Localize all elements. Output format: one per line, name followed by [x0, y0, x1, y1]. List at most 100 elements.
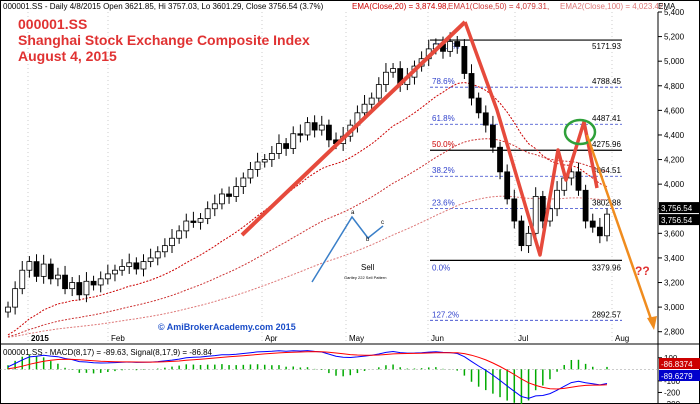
candle-body-53 [383, 71, 389, 85]
candle-body-36 [261, 159, 268, 163]
candle-body-31 [226, 193, 232, 197]
price-tick-label-1: 5,200 [664, 33, 685, 42]
x-label-3: May [349, 334, 364, 343]
candle-body-41 [297, 133, 304, 136]
pattern-label-a: a [351, 210, 355, 216]
candle-body-10 [76, 282, 83, 296]
macd-value-box-1 [659, 370, 700, 381]
candle-body-45 [325, 124, 332, 141]
candle-body-29 [211, 203, 218, 210]
ema50-label: EMA1(Close,50) = 4,079.31, [448, 2, 549, 11]
fib-label-2: 61.8% [432, 114, 455, 123]
candle-body-35 [254, 161, 261, 170]
candle-body-16 [119, 266, 125, 271]
pattern-label-c: c [381, 220, 384, 226]
fib-value-1: 4788.45 [592, 77, 621, 86]
fib-value-5: 3802.88 [592, 198, 621, 207]
candle-body-40 [290, 133, 297, 149]
pattern-label-b: b [366, 237, 370, 243]
x-label-4: Jun [431, 334, 444, 343]
candle-body-70 [504, 171, 511, 200]
candle-body-81 [582, 189, 589, 222]
last-close-box-1 [659, 214, 700, 226]
price-tick-label-9: 3,600 [664, 229, 685, 238]
candle-body-42 [304, 122, 311, 136]
x-label-5: Jul [518, 334, 528, 343]
candle-body-22 [161, 245, 168, 253]
candle-body-13 [97, 278, 104, 286]
candle-body-15 [112, 269, 118, 275]
price-tick-label-7: 4,000 [664, 180, 685, 189]
candle-body-11 [83, 280, 90, 296]
candle-body-51 [368, 97, 375, 105]
fib-value-4: 4064.51 [592, 166, 621, 175]
candle-body-14 [104, 273, 111, 280]
x-label-6: Aug [615, 334, 629, 343]
gartley-pattern-line [463, 21, 599, 257]
info-line: 000001.SS - Daily 4/8/2015 Open 3621.85,… [3, 2, 324, 11]
candle-body-50 [361, 103, 368, 114]
price-tick-label-10: 3,400 [664, 254, 685, 263]
candle-body-82 [589, 220, 596, 228]
annotations [240, 20, 657, 330]
candle-body-52 [375, 84, 382, 99]
candle-body-73 [525, 232, 532, 247]
candle-body-9 [69, 282, 76, 290]
candle-body-72 [518, 220, 525, 247]
x-label-2: Apr [265, 334, 278, 343]
price-tick-label-2: 5,000 [664, 57, 685, 66]
candle-body-7 [55, 274, 61, 280]
price-tick-label-5: 4,400 [664, 131, 685, 140]
candle-body-5 [40, 263, 47, 277]
candle-body-23 [169, 237, 175, 247]
pattern-caption: Gartley 222 Sell Pattern [344, 275, 386, 280]
candle-body-65 [468, 73, 475, 99]
candle-body-66 [475, 97, 482, 114]
candle-body-43 [311, 122, 318, 131]
last-close-label-1: 3,756.54 [661, 216, 693, 225]
fib-value-6: 3379.96 [592, 263, 621, 272]
macd-info-line: 000001.SS - MACD(8,17) = -89.63, Signal(… [3, 348, 213, 357]
ema20-label: EMA(Close,20) = 3,874.98, [352, 2, 449, 11]
price-tick-label-4: 4,600 [664, 106, 685, 115]
candle-body-8 [62, 274, 68, 290]
candle-body-44 [318, 124, 325, 131]
price-tick-label-6: 4,200 [664, 156, 685, 165]
fib-value-0: 5171.93 [592, 42, 621, 51]
macd-tick-label-1: -100 [664, 377, 681, 386]
candle-body-27 [197, 218, 204, 223]
candle-body-34 [247, 168, 254, 179]
sell-pattern-sketch [311, 215, 384, 283]
fib-label-7: 127.2% [432, 310, 459, 319]
price-tick-label-13: 2,800 [664, 328, 685, 337]
candle-body-37 [268, 153, 275, 160]
candle-body-77 [554, 189, 560, 210]
fib-label-3: 50.0% [432, 140, 455, 149]
candle-body-25 [183, 220, 190, 232]
target-arrow-line [585, 134, 654, 323]
candle-body-54 [390, 68, 396, 73]
candle-body-4 [33, 261, 40, 277]
price-tick-label-3: 4,800 [664, 82, 685, 91]
fib-label-4: 38.2% [432, 166, 455, 175]
fib-label-5: 23.6% [432, 198, 455, 207]
candle-body-24 [176, 230, 183, 239]
price-tick-label-0: 5,400 [664, 8, 685, 17]
candle-body-19 [140, 261, 147, 270]
chart-date: August 4, 2015 [18, 48, 117, 64]
ema20-line [7, 81, 608, 336]
macd-line [7, 350, 608, 399]
ema50-line [7, 138, 608, 338]
macd-value-label-0: -86.8374 [661, 360, 693, 369]
candle-body-69 [497, 146, 503, 173]
x-label-1: Feb [111, 334, 125, 343]
candle-body-64 [461, 46, 468, 74]
pattern-sell-label: Sell [361, 263, 375, 272]
sell-point-circle [563, 118, 597, 146]
candle-body-12 [90, 280, 97, 286]
candle-body-26 [190, 220, 197, 223]
candle-body-2 [19, 269, 26, 290]
candle-body-39 [283, 143, 290, 149]
gridlines [27, 12, 613, 344]
